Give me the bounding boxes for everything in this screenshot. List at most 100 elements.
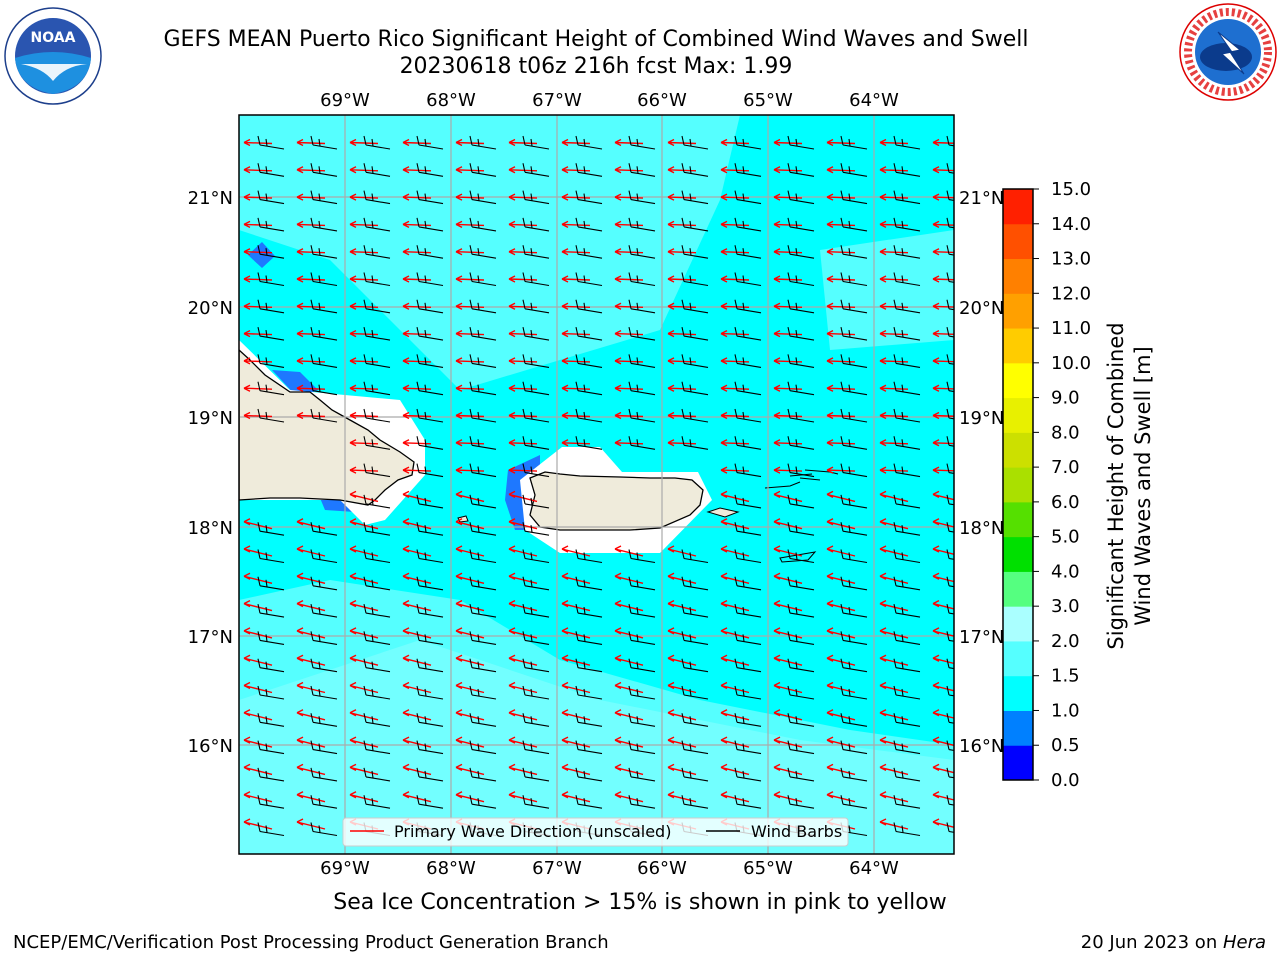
wind-barb bbox=[416, 740, 444, 755]
wind-barb bbox=[734, 326, 762, 341]
wind-barb bbox=[893, 299, 921, 314]
wave-direction-arrow bbox=[561, 248, 591, 256]
wind-barb bbox=[681, 685, 709, 700]
wave-direction-arrow bbox=[455, 138, 485, 147]
wind-barb bbox=[893, 190, 921, 205]
wave-direction-arrow bbox=[826, 791, 856, 803]
wave-direction-arrow bbox=[508, 791, 538, 803]
wind-barb bbox=[522, 576, 550, 591]
wind-barb bbox=[416, 245, 444, 259]
lon-label: 65°W bbox=[743, 858, 793, 879]
wave-direction-arrow bbox=[720, 248, 750, 256]
wave-direction-arrow bbox=[879, 411, 909, 420]
wave-direction-arrow bbox=[455, 709, 485, 721]
wind-barb bbox=[416, 135, 444, 150]
wind-barb bbox=[681, 354, 709, 368]
wave-direction-arrow bbox=[296, 275, 326, 283]
wave-direction-arrow bbox=[932, 763, 954, 774]
wave-direction-arrow bbox=[773, 466, 803, 474]
wind-barb bbox=[734, 631, 762, 645]
wind-barb bbox=[363, 190, 391, 205]
wave-direction-arrow bbox=[561, 275, 591, 283]
wave-direction-arrow bbox=[614, 736, 644, 748]
wave-direction-arrow bbox=[561, 791, 591, 803]
wave-direction-arrow bbox=[667, 302, 697, 310]
wind-barb bbox=[522, 326, 550, 341]
wind-barb bbox=[257, 381, 285, 396]
wind-barb bbox=[575, 217, 603, 232]
colorbar-tick-label: 14.0 bbox=[1051, 214, 1091, 235]
wave-direction-arrow bbox=[720, 411, 750, 420]
wave-direction-arrow bbox=[455, 248, 485, 256]
wave-direction-arrow bbox=[667, 193, 697, 201]
wind-barb bbox=[946, 163, 954, 174]
wave-direction-arrow bbox=[932, 138, 954, 147]
wave-direction-arrow bbox=[455, 439, 485, 447]
wave-direction-arrow bbox=[667, 138, 697, 147]
wind-barb bbox=[363, 767, 391, 782]
wave-direction-arrow bbox=[826, 248, 856, 256]
wind-barb bbox=[681, 245, 709, 259]
wind-barb bbox=[787, 549, 815, 564]
wave-direction-arrow bbox=[614, 138, 644, 147]
wind-barb bbox=[840, 163, 868, 177]
wind-barb bbox=[840, 494, 868, 509]
wave-direction-arrow bbox=[879, 709, 909, 721]
wave-direction-arrow bbox=[561, 627, 591, 639]
wave-direction-arrow bbox=[296, 248, 326, 256]
wind-barb bbox=[893, 135, 921, 150]
wind-barb bbox=[840, 740, 868, 755]
wind-barb bbox=[522, 685, 550, 700]
wave-direction-arrow bbox=[667, 275, 697, 283]
wave-direction-arrow bbox=[402, 166, 432, 174]
wave-direction-arrow bbox=[667, 411, 697, 420]
wind-barb bbox=[787, 576, 815, 591]
wind-barb bbox=[310, 190, 338, 205]
wind-barb bbox=[257, 326, 285, 341]
wind-barb bbox=[416, 576, 444, 591]
wave-direction-arrow bbox=[773, 791, 803, 803]
wave-direction-arrow bbox=[720, 490, 750, 503]
wave-direction-arrow bbox=[455, 329, 485, 338]
wave-direction-arrow bbox=[826, 466, 856, 474]
wave-direction-arrow bbox=[561, 736, 591, 748]
wave-direction-arrow bbox=[508, 654, 538, 666]
wave-direction-arrow bbox=[667, 572, 697, 584]
wave-band-northeast bbox=[820, 230, 954, 350]
wind-barb bbox=[416, 163, 444, 177]
wave-direction-arrow bbox=[508, 193, 538, 201]
wave-direction-arrow bbox=[296, 357, 326, 365]
wave-direction-arrow bbox=[667, 220, 697, 229]
wind-barb bbox=[628, 299, 656, 314]
wind-barb bbox=[363, 603, 391, 618]
wind-barb bbox=[469, 463, 497, 478]
wind-barb bbox=[787, 299, 815, 314]
wind-barb bbox=[310, 245, 338, 259]
wind-barb bbox=[893, 822, 921, 837]
lon-labels-top: 69°W 68°W 67°W 66°W 65°W 64°W bbox=[320, 90, 899, 111]
wind-barb bbox=[257, 631, 285, 645]
wind-barb bbox=[522, 408, 550, 423]
wave-direction-arrow bbox=[402, 357, 432, 365]
lon-label: 68°W bbox=[426, 90, 476, 111]
wind-barb bbox=[522, 436, 550, 450]
wave-direction-arrow bbox=[614, 763, 644, 776]
wave-direction-arrow bbox=[614, 654, 644, 666]
wave-direction-arrow bbox=[508, 545, 538, 557]
wave-direction-arrow bbox=[455, 193, 485, 201]
wind-barb bbox=[257, 549, 285, 564]
wave-direction-arrow bbox=[720, 357, 750, 365]
wave-direction-arrow bbox=[773, 357, 803, 365]
wind-barb bbox=[628, 436, 656, 450]
wind-barb bbox=[628, 408, 656, 423]
wind-barb bbox=[681, 217, 709, 232]
wave-direction-arrow bbox=[879, 791, 909, 803]
wind-barb bbox=[840, 272, 868, 287]
wave-direction-arrow bbox=[402, 599, 432, 612]
wind-barb bbox=[575, 576, 603, 591]
wind-barb bbox=[310, 135, 338, 150]
land-virgin-islands bbox=[764, 469, 839, 563]
wind-barb bbox=[946, 631, 954, 642]
wind-barb bbox=[257, 408, 285, 423]
wind-barb bbox=[840, 245, 868, 259]
